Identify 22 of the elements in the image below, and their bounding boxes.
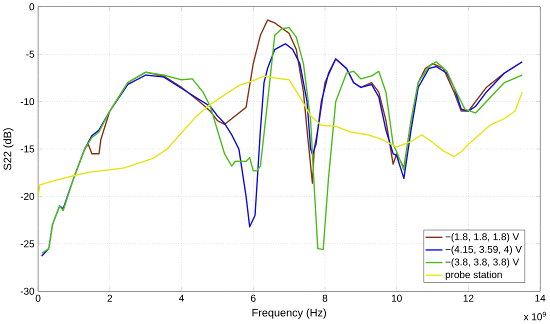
x-tick-label: 6 xyxy=(250,294,256,302)
x-tick-label: 12 xyxy=(464,294,474,302)
y-tick-label: -25 xyxy=(20,240,34,248)
x-axis-title: Frequency (Hz) xyxy=(252,308,326,319)
y-tick-label: -20 xyxy=(20,193,34,200)
y-tick-label: -5 xyxy=(26,50,34,58)
y-tick-label: -15 xyxy=(20,146,34,153)
x-tick-label: 14 xyxy=(535,294,546,302)
y-tick-label: 0 xyxy=(29,3,34,10)
x-tick-label: 4 xyxy=(179,294,184,302)
legend-label: −(1.8, 1.8, 1.8) V xyxy=(446,233,520,242)
legend-label: −(4.15, 3.59, 4) V xyxy=(446,246,522,256)
legend-label: −(3.8, 3.8, 3.8) V xyxy=(446,258,520,268)
x-tick-label: 2 xyxy=(108,294,112,302)
x-tick-label: 0 xyxy=(36,294,40,302)
text: x 10$^{9}$ xyxy=(524,312,546,320)
y-axis-title: S22 (dB) xyxy=(3,128,14,170)
legend-label: probe station xyxy=(446,271,502,280)
x-tick-label: 8 xyxy=(322,294,328,302)
x-tick-label: 10 xyxy=(392,294,402,302)
y-tick-label: -30 xyxy=(20,288,34,295)
y-tick-label: -10 xyxy=(20,98,34,106)
